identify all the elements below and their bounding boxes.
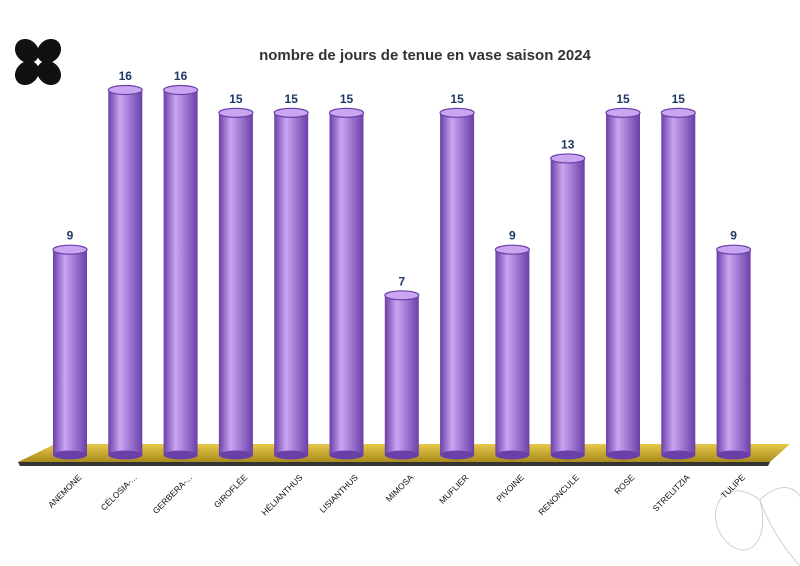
- bar-bottom-cap: [218, 450, 253, 460]
- bar-bottom-cap: [716, 450, 751, 460]
- category-label: GERBERA-...: [151, 472, 194, 515]
- bar-bottom-cap: [606, 450, 640, 460]
- bar-bottom-cap: [384, 450, 419, 460]
- value-label: 9: [730, 229, 737, 243]
- bar-top-cap: [550, 153, 586, 164]
- category-label: ANEMONE: [46, 472, 84, 510]
- value-label: 7: [398, 274, 405, 288]
- clover-logo-icon: [14, 38, 62, 86]
- bar: [494, 244, 531, 460]
- value-label: 15: [229, 92, 243, 106]
- category-label: MIMOSA: [384, 472, 416, 504]
- bar-bottom-cap: [329, 450, 364, 460]
- value-label: 15: [616, 92, 630, 106]
- bar-bottom-cap: [440, 450, 475, 460]
- bar-top-cap: [439, 107, 475, 118]
- bar-body: [716, 249, 751, 455]
- bar-top-cap: [107, 84, 143, 96]
- bar-body: [163, 90, 198, 455]
- bar: [163, 84, 199, 460]
- bar: [550, 153, 586, 460]
- bar-top-cap: [163, 84, 199, 96]
- category-label: RENONCULE: [536, 472, 581, 517]
- bars-group: [52, 84, 752, 460]
- category-label: MUFLIER: [437, 472, 470, 505]
- bar-body: [661, 112, 696, 455]
- value-labels-group: 9 16 16 15 15 15 7 15 9 13 15 15 9: [67, 69, 738, 288]
- bar-bottom-cap: [163, 450, 198, 460]
- bar-top-cap: [328, 107, 365, 118]
- bar-body: [495, 249, 530, 455]
- value-label: 16: [174, 69, 188, 83]
- bar-body: [274, 112, 309, 455]
- category-label: PIVOINE: [494, 472, 526, 504]
- bar-top-cap: [384, 290, 420, 301]
- value-label: 15: [285, 92, 299, 106]
- category-labels-group: ANEMONE CÉLOSIA-... GERBERA-... GIROFLÉE HÉL…: [46, 472, 747, 517]
- category-label: CÉLOSIA-...: [99, 472, 139, 512]
- category-label: GIROFLÉE: [212, 472, 250, 510]
- bar: [384, 290, 420, 460]
- bar: [660, 107, 696, 460]
- bar-bottom-cap: [550, 450, 585, 460]
- flower-outline-icon: [715, 487, 800, 566]
- bar: [218, 107, 254, 460]
- bar: [52, 244, 88, 460]
- value-label: 15: [450, 92, 464, 106]
- bar-top-cap: [52, 244, 88, 255]
- chart-floor-shadow: [18, 462, 770, 466]
- bar-top-cap: [218, 107, 254, 118]
- bar-body: [440, 112, 475, 455]
- bar-top-cap: [660, 107, 696, 118]
- bar: [605, 107, 641, 460]
- bar-body: [53, 249, 87, 455]
- category-label: HÉLIANTHUS: [259, 472, 304, 517]
- bar-body: [550, 158, 585, 455]
- bar-bottom-cap: [495, 450, 530, 460]
- bar-body: [329, 112, 364, 455]
- bar-bottom-cap: [274, 450, 309, 460]
- category-label: STRELITZIA: [651, 472, 692, 513]
- value-label: 9: [509, 229, 516, 243]
- category-label: ROSE: [612, 472, 636, 496]
- bar-body: [108, 90, 143, 455]
- bar-bottom-cap: [661, 450, 696, 460]
- bar-top-cap: [494, 244, 531, 255]
- bar-top-cap: [273, 107, 309, 118]
- category-label: TULIPE: [719, 472, 747, 500]
- value-label: 15: [672, 92, 686, 106]
- bar: [107, 84, 143, 460]
- bar-bottom-cap: [108, 450, 143, 460]
- category-label: LISIANTHUS: [317, 472, 360, 515]
- value-label: 9: [67, 229, 74, 243]
- bar-top-cap: [715, 244, 752, 255]
- bar: [439, 107, 475, 460]
- value-label: 16: [119, 69, 133, 83]
- bar: [715, 244, 752, 460]
- bar-bottom-cap: [53, 450, 87, 460]
- bar-body: [384, 295, 419, 455]
- bar: [328, 107, 365, 460]
- value-label: 13: [561, 137, 575, 151]
- bar-body: [606, 112, 640, 455]
- bar: [273, 107, 309, 460]
- bar-top-cap: [605, 107, 641, 118]
- value-label: 15: [340, 92, 354, 106]
- bar-body: [218, 112, 253, 455]
- chart-title: nombre de jours de tenue en vase saison …: [259, 47, 591, 64]
